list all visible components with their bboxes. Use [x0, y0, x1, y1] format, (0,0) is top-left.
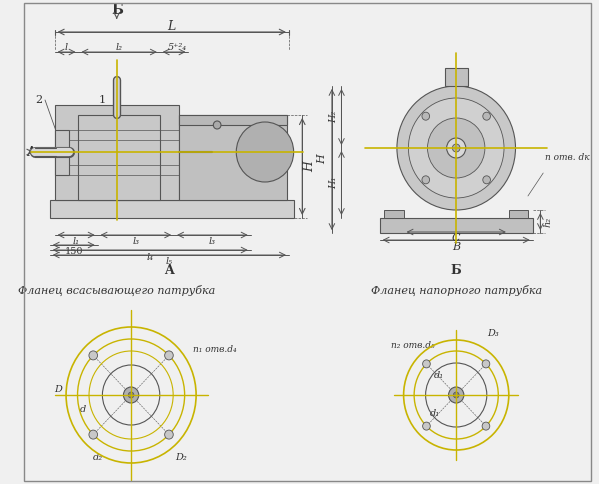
Polygon shape	[509, 210, 528, 218]
Text: l₁: l₁	[72, 238, 80, 246]
Text: A: A	[26, 146, 35, 158]
Polygon shape	[179, 115, 287, 200]
Circle shape	[449, 387, 464, 403]
Text: d: d	[80, 406, 86, 414]
Text: n₂ отв.d₅: n₂ отв.d₅	[391, 341, 435, 349]
Circle shape	[422, 176, 429, 184]
Text: Фланец напорного патрубка: Фланец напорного патрубка	[371, 285, 541, 296]
Polygon shape	[78, 115, 160, 200]
Circle shape	[123, 387, 139, 403]
Text: l₂: l₂	[116, 43, 123, 51]
Text: 150: 150	[65, 247, 83, 257]
Circle shape	[236, 122, 294, 182]
Text: d₁: d₁	[434, 370, 444, 379]
Circle shape	[453, 392, 459, 398]
Text: A: A	[165, 263, 174, 276]
Circle shape	[428, 118, 485, 178]
Text: d₁: d₁	[430, 408, 440, 418]
Circle shape	[397, 86, 516, 210]
Text: D₂: D₂	[175, 453, 187, 462]
Text: l₃: l₃	[132, 238, 140, 246]
Text: 5⁺²₄: 5⁺²₄	[168, 43, 186, 51]
Circle shape	[447, 138, 466, 158]
Circle shape	[165, 430, 173, 439]
Circle shape	[422, 112, 429, 120]
Text: Фланец всасывающего патрубка: Фланец всасывающего патрубка	[18, 285, 216, 296]
Text: l₃: l₃	[209, 238, 216, 246]
Circle shape	[165, 351, 173, 360]
Polygon shape	[55, 105, 179, 200]
Text: n₁ отв.d₄: n₁ отв.d₄	[193, 346, 237, 354]
Text: D: D	[55, 385, 62, 394]
Text: C: C	[452, 233, 461, 243]
Text: B: B	[452, 242, 460, 252]
Text: D₃: D₃	[486, 329, 498, 337]
Text: Б: Б	[111, 3, 123, 17]
Circle shape	[409, 98, 504, 198]
Circle shape	[482, 360, 490, 368]
Circle shape	[128, 392, 134, 398]
Circle shape	[483, 112, 491, 120]
Circle shape	[213, 121, 221, 129]
Polygon shape	[50, 200, 294, 218]
Text: 1: 1	[99, 95, 106, 105]
Polygon shape	[380, 218, 533, 233]
Circle shape	[483, 176, 491, 184]
Text: 2: 2	[35, 95, 42, 105]
Text: H: H	[317, 154, 327, 165]
Text: l₄: l₄	[147, 253, 154, 261]
Circle shape	[89, 351, 98, 360]
Polygon shape	[385, 210, 404, 218]
Text: d₂: d₂	[93, 453, 102, 462]
Circle shape	[89, 430, 98, 439]
Circle shape	[423, 360, 430, 368]
Text: h₂: h₂	[543, 216, 552, 227]
Text: H: H	[304, 161, 316, 172]
Polygon shape	[55, 130, 69, 175]
Text: Б: Б	[451, 263, 462, 276]
Circle shape	[423, 422, 430, 430]
Text: L: L	[168, 20, 176, 33]
Text: n отв. dк: n отв. dк	[545, 153, 590, 163]
Polygon shape	[444, 68, 468, 86]
Text: l₅: l₅	[166, 257, 173, 267]
Circle shape	[452, 144, 460, 152]
Text: H₂: H₂	[329, 111, 338, 123]
Text: H₁: H₁	[329, 177, 338, 189]
Polygon shape	[179, 115, 287, 125]
Text: l: l	[65, 43, 68, 51]
Circle shape	[482, 422, 490, 430]
